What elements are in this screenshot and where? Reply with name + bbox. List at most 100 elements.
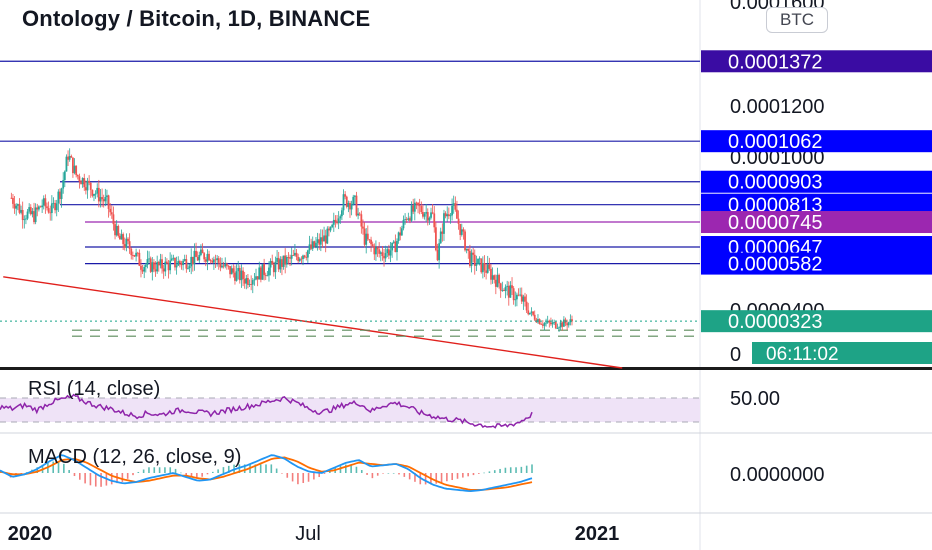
candle-body: [511, 285, 513, 289]
candle-body: [360, 214, 363, 227]
candle-body: [274, 261, 277, 273]
candle-body: [156, 261, 159, 272]
candle-body: [212, 259, 215, 263]
macd-hist-bar: [132, 473, 134, 476]
candle-body: [102, 199, 105, 202]
candle-body: [180, 263, 183, 266]
candle-body: [203, 253, 206, 260]
level-label-bg: [701, 252, 932, 275]
time-tick-label: 2021: [575, 523, 620, 545]
candle-body: [269, 260, 272, 268]
candle-body: [284, 255, 287, 265]
macd-line: [0, 454, 533, 493]
macd-hist-bar: [68, 469, 70, 473]
candle-body: [37, 206, 40, 210]
candle-body: [342, 194, 345, 211]
candle-body: [16, 204, 19, 206]
macd-hist-bar: [94, 473, 97, 487]
candle-body: [321, 237, 324, 242]
candle-body: [106, 195, 108, 198]
candle-body: [460, 229, 463, 235]
level-label: 0.0000745: [728, 212, 823, 234]
candle-body: [366, 233, 369, 240]
candle-body: [334, 219, 337, 222]
macd-hist-bar: [483, 472, 485, 474]
candle-body: [31, 211, 34, 215]
candle-body: [501, 290, 504, 291]
macd-hist-bar: [148, 467, 150, 473]
candle-body: [133, 255, 136, 257]
candle-body: [110, 212, 113, 215]
candle-body: [264, 274, 267, 276]
macd-hist-bar: [366, 473, 368, 475]
currency-button[interactable]: BTC: [766, 7, 828, 33]
candle-body: [63, 171, 66, 180]
candle-body: [326, 228, 329, 244]
candle-body: [44, 198, 47, 207]
level-label-bg: [701, 193, 932, 216]
macd-hist-bar: [499, 468, 501, 473]
candle-body: [493, 275, 496, 280]
candle-body: [91, 189, 94, 196]
candle-body: [344, 194, 347, 197]
macd-hist-bar: [435, 473, 438, 484]
candle-body: [47, 208, 50, 213]
candle-body: [311, 241, 314, 249]
candle-body: [554, 322, 557, 329]
time-tick-label: 2020: [8, 523, 53, 545]
candle-body: [410, 205, 413, 221]
candle-body: [475, 264, 478, 266]
candle-body: [302, 255, 304, 259]
macd-hist-bar: [73, 473, 76, 477]
candle-body: [392, 241, 395, 243]
candle-body: [556, 328, 559, 329]
macd-hist-bar: [100, 473, 102, 487]
candle-body: [67, 156, 69, 160]
candle-body: [251, 280, 254, 285]
rsi-label: RSI (14, close): [28, 378, 161, 400]
macd-hist-bar: [84, 473, 86, 484]
candle-body: [352, 196, 355, 205]
candle-body: [209, 260, 212, 261]
macd-axis-tick: 0.0000000: [730, 464, 825, 486]
macd-hist-bar: [462, 473, 464, 478]
candle-body: [285, 257, 288, 265]
candle-body: [214, 259, 217, 261]
candle-body: [490, 268, 492, 280]
candle-body: [130, 248, 133, 256]
candle-body: [240, 270, 243, 281]
candle-body: [289, 257, 291, 259]
candle-body: [498, 274, 500, 284]
candle-body: [522, 296, 525, 302]
candle-body: [310, 244, 313, 249]
candle-body: [84, 187, 87, 191]
candle-body: [365, 233, 368, 245]
candle-body: [396, 240, 398, 253]
macd-hist-bar: [520, 466, 523, 473]
candle-body: [143, 266, 146, 272]
macd-hist-bar: [110, 473, 113, 485]
macd-hist-bar: [63, 463, 65, 473]
candle-body: [117, 225, 120, 236]
macd-hist-bar: [79, 473, 81, 480]
candle-body: [488, 264, 491, 269]
candle-body: [219, 262, 222, 268]
candle-body: [422, 211, 424, 217]
candle-body: [136, 252, 139, 254]
candle-body: [12, 197, 14, 204]
level-label: 0.0000582: [728, 254, 823, 276]
candle-body: [467, 248, 470, 251]
candle-body: [295, 252, 298, 257]
price-tick-label: 0.0001000: [730, 147, 825, 169]
candle-body: [520, 294, 523, 302]
candle-body: [297, 256, 300, 261]
macd-hist-bar: [164, 467, 166, 473]
candle-body: [543, 323, 546, 326]
macd-hist-bar: [36, 467, 39, 473]
candle-body: [138, 252, 141, 266]
candle-body: [387, 249, 390, 256]
macd-hist-bar: [180, 472, 182, 474]
macd-hist-bar: [350, 465, 352, 473]
candle-body: [305, 257, 308, 258]
candle-body: [499, 283, 502, 291]
